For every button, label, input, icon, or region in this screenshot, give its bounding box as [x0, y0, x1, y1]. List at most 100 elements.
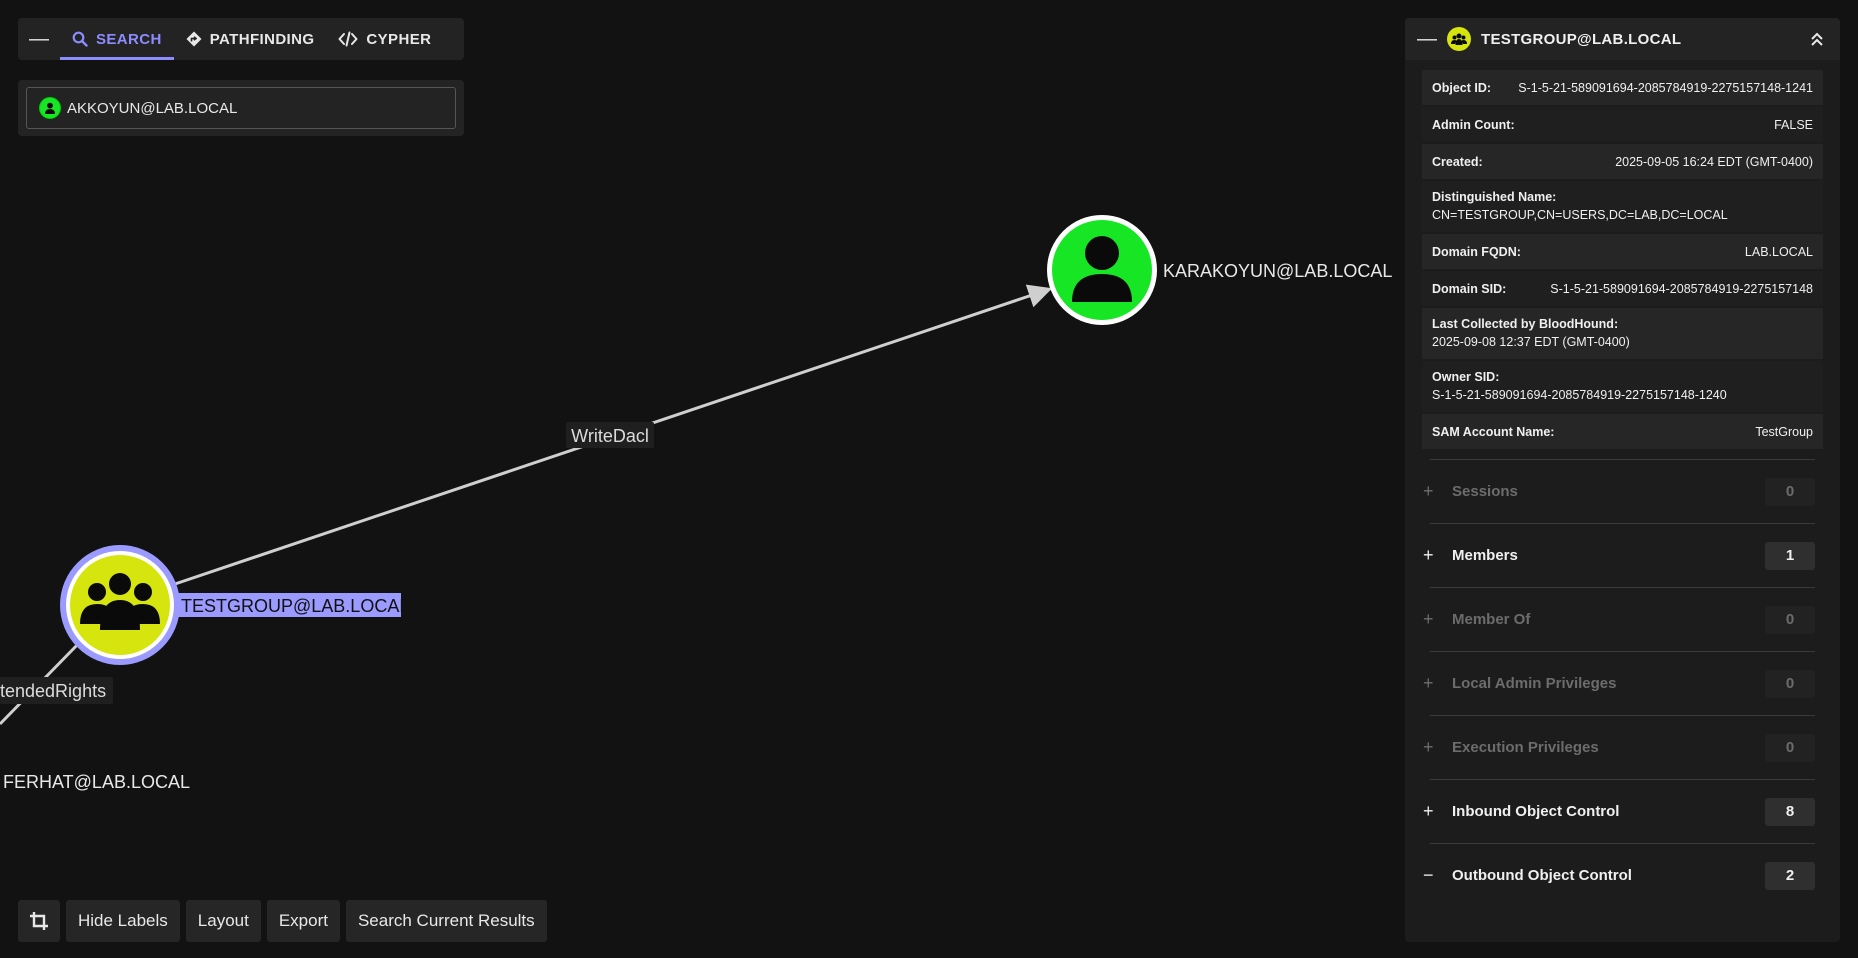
section-count: 0: [1765, 733, 1815, 762]
expand-icon: +: [1423, 801, 1434, 821]
graph-toolbar: Hide Labels Layout Export Search Current…: [18, 900, 547, 942]
edge-label-extended-rights[interactable]: tendedRights: [0, 677, 113, 704]
hide-labels-button[interactable]: Hide Labels: [66, 900, 180, 942]
section-label: Inbound Object Control: [1452, 803, 1620, 820]
prop-key: Last Collected by BloodHound:: [1432, 317, 1619, 331]
section-count: 0: [1765, 477, 1815, 506]
prop-domain-sid: Domain SID: S-1-5-21-589091694-208578491…: [1422, 271, 1823, 306]
tab-search-label: SEARCH: [96, 30, 162, 48]
prop-domain-fqdn: Domain FQDN: LAB.LOCAL: [1422, 234, 1823, 269]
svg-text:WriteDacl: WriteDacl: [571, 426, 649, 446]
section-sessions[interactable]: + Sessions 0: [1423, 459, 1815, 523]
prop-value: CN=TESTGROUP,CN=USERS,DC=LAB,DC=LOCAL: [1432, 208, 1728, 222]
prop-distinguished-name: Distinguished Name: CN=TESTGROUP,CN=USER…: [1422, 181, 1823, 232]
prop-value: S-1-5-21-589091694-2085784919-2275157148…: [1518, 80, 1813, 95]
search-current-results-button[interactable]: Search Current Results: [345, 900, 547, 942]
prop-value: 2025-09-08 12:37 EDT (GMT-0400): [1432, 335, 1630, 349]
section-count: 0: [1765, 605, 1815, 634]
prop-created: Created: 2025-09-05 16:24 EDT (GMT-0400): [1422, 144, 1823, 179]
entity-info-panel: — TESTGROUP@LAB.LOCAL Object ID: S-1-5-2…: [1405, 18, 1840, 942]
prop-owner-sid: Owner SID: S-1-5-21-589091694-2085784919…: [1422, 361, 1823, 412]
section-members[interactable]: + Members 1: [1423, 523, 1815, 587]
group-icon: [80, 573, 160, 630]
prop-key: Admin Count:: [1432, 117, 1515, 132]
prop-value: LAB.LOCAL: [1744, 244, 1813, 259]
prop-value: S-1-5-21-589091694-2085784919-2275157148: [1550, 281, 1813, 296]
tab-pathfinding-label: PATHFINDING: [209, 30, 315, 48]
entity-panel-header: — TESTGROUP@LAB.LOCAL: [1405, 18, 1840, 60]
prop-key: SAM Account Name:: [1432, 424, 1555, 439]
crop-button[interactable]: [18, 900, 60, 942]
prop-value: 2025-09-05 16:24 EDT (GMT-0400): [1615, 154, 1813, 169]
expand-icon: +: [1423, 737, 1434, 757]
node-label-karakoyun: KARAKOYUN@LAB.LOCAL: [1163, 261, 1392, 281]
prop-object-id: Object ID: S-1-5-21-589091694-2085784919…: [1422, 70, 1823, 105]
expand-panel-button[interactable]: [1806, 31, 1828, 47]
section-label: Member Of: [1452, 611, 1531, 628]
section-label: Execution Privileges: [1452, 739, 1599, 756]
prop-key: Domain SID:: [1432, 281, 1507, 296]
code-icon: [338, 31, 358, 47]
prop-value: FALSE: [1774, 117, 1813, 132]
group-icon: [1447, 27, 1471, 51]
section-count: 2: [1765, 861, 1815, 890]
section-local-admin-privileges[interactable]: + Local Admin Privileges 0: [1423, 651, 1815, 715]
search-input[interactable]: AKKOYUN@LAB.LOCAL: [26, 87, 456, 129]
section-outbound-object-control[interactable]: − Outbound Object Control 2: [1423, 843, 1815, 907]
search-panel: AKKOYUN@LAB.LOCAL: [18, 80, 464, 136]
search-input-value: AKKOYUN@LAB.LOCAL: [67, 99, 238, 117]
prop-key: Owner SID:: [1432, 370, 1500, 384]
prop-value: S-1-5-21-589091694-2085784919-2275157148…: [1432, 388, 1727, 402]
section-label: Outbound Object Control: [1452, 867, 1632, 884]
svg-text:tendedRights: tendedRights: [0, 681, 106, 701]
expand-icon: +: [1423, 609, 1434, 629]
tab-search[interactable]: SEARCH: [60, 18, 174, 60]
expand-icon: +: [1423, 673, 1434, 693]
expand-icon: +: [1423, 545, 1434, 565]
section-count: 1: [1765, 541, 1815, 570]
prop-key: Object ID:: [1432, 80, 1492, 95]
tab-cypher-label: CYPHER: [366, 30, 432, 48]
relationship-sections: + Sessions 0 + Members 1 + Member Of 0 +…: [1405, 451, 1840, 907]
expand-icon: +: [1423, 481, 1434, 501]
chevrons-up-icon: [1811, 32, 1823, 46]
collapse-panel-button[interactable]: —: [1417, 27, 1437, 50]
selected-label-highlight: [178, 593, 401, 617]
prop-key: Domain FQDN:: [1432, 244, 1521, 259]
section-count: 0: [1765, 669, 1815, 698]
node-testgroup[interactable]: TESTGROUP@LAB.LOCAL: [60, 545, 409, 665]
node-label-testgroup: TESTGROUP@LAB.LOCAL: [181, 596, 409, 616]
prop-admin-count: Admin Count: FALSE: [1422, 107, 1823, 142]
section-execution-privileges[interactable]: + Execution Privileges 0: [1423, 715, 1815, 779]
object-properties: Object ID: S-1-5-21-589091694-2085784919…: [1405, 60, 1840, 449]
layout-button[interactable]: Layout: [185, 900, 261, 942]
user-icon: [1072, 236, 1132, 302]
collapse-icon: −: [1423, 865, 1434, 885]
section-member-of[interactable]: + Member Of 0: [1423, 587, 1815, 651]
minus-icon: —: [29, 27, 49, 50]
user-node-icon: [39, 97, 61, 119]
prop-key: Created:: [1432, 154, 1483, 169]
explore-tabs: — SEARCH PATHFINDING CYPHER: [18, 18, 464, 60]
prop-value: TestGroup: [1755, 424, 1813, 439]
section-label: Local Admin Privileges: [1452, 675, 1617, 692]
collapse-search-button[interactable]: —: [18, 18, 60, 60]
section-label: Sessions: [1452, 483, 1518, 500]
tab-cypher[interactable]: CYPHER: [326, 18, 443, 60]
section-count: 8: [1765, 797, 1815, 826]
crop-icon: [30, 912, 48, 930]
node-label-ferhat[interactable]: FERHAT@LAB.LOCAL: [3, 772, 190, 792]
search-icon: [72, 31, 88, 47]
prop-last-collected: Last Collected by BloodHound: 2025-09-08…: [1422, 308, 1823, 359]
section-label: Members: [1452, 547, 1518, 564]
edge-label-writedacl[interactable]: WriteDacl: [566, 422, 654, 448]
tab-pathfinding[interactable]: PATHFINDING: [174, 18, 327, 60]
prop-sam-account-name: SAM Account Name: TestGroup: [1422, 414, 1823, 449]
section-inbound-object-control[interactable]: + Inbound Object Control 8: [1423, 779, 1815, 843]
node-karakoyun[interactable]: KARAKOYUN@LAB.LOCAL: [1047, 215, 1392, 325]
prop-key: Distinguished Name:: [1432, 190, 1557, 204]
route-icon: [186, 31, 202, 47]
entity-panel-title: TESTGROUP@LAB.LOCAL: [1481, 30, 1682, 48]
export-button[interactable]: Export: [266, 900, 340, 942]
